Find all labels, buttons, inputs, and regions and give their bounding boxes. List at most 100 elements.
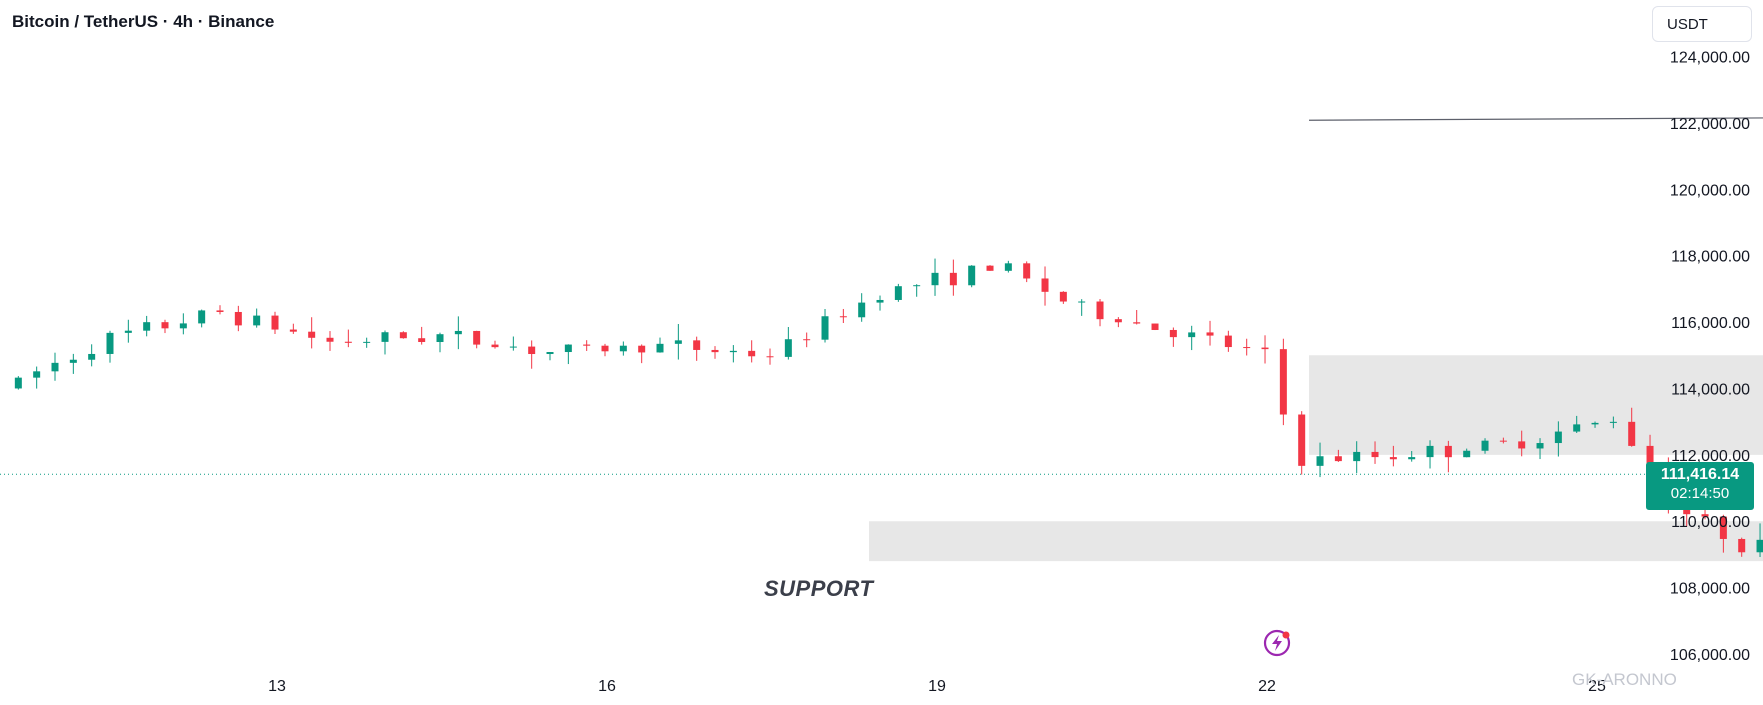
symbol-title[interactable]: Bitcoin / TetherUS · 4h · Binance: [12, 12, 275, 31]
watermark-text: GK-ARONNO: [1572, 670, 1677, 689]
candle-body-17: [326, 337, 334, 342]
y-tick-label-5: 116,000.00: [1671, 315, 1750, 332]
candle-body-6: [124, 330, 132, 333]
candle-body-15: [289, 329, 297, 332]
candle-body-82: [1518, 441, 1526, 449]
candle-body-5: [106, 332, 114, 354]
candle-body-14: [271, 315, 279, 330]
candle-body-11: [216, 310, 224, 312]
x-tick-label-2: 19: [928, 678, 946, 695]
candle-body-31: [583, 344, 591, 346]
candle-body-68: [1261, 347, 1269, 350]
candle-body-76: [1408, 457, 1416, 460]
candle-body-27: [509, 346, 517, 348]
candle-body-87: [1609, 421, 1617, 423]
candle-body-51: [949, 272, 957, 286]
candle-body-22: [418, 338, 426, 343]
candle-body-84: [1554, 431, 1562, 444]
y-tick-label-4: 114,000.00: [1671, 381, 1750, 398]
candle-body-86: [1591, 422, 1599, 425]
candle-body-26: [491, 344, 499, 348]
candle-body-10: [198, 310, 206, 324]
candle-body-47: [876, 299, 884, 303]
candle-body-43: [803, 339, 811, 341]
candle-body-46: [858, 302, 866, 318]
candle-body-95: [1756, 539, 1763, 553]
candle-body-81: [1499, 440, 1507, 442]
candle-body-75: [1389, 457, 1397, 460]
candle-body-2: [51, 362, 59, 372]
candle-body-56: [1041, 278, 1049, 292]
candle-body-79: [1463, 450, 1471, 458]
candle-body-55: [1023, 263, 1031, 279]
candle-body-7: [143, 322, 151, 331]
candle-body-19: [363, 341, 371, 343]
candle-body-32: [601, 345, 609, 352]
candle-body-12: [234, 311, 242, 326]
candle-body-37: [693, 340, 701, 350]
candle-body-45: [839, 316, 847, 318]
y-tick-label-6: 118,000.00: [1671, 249, 1750, 266]
candle-body-4: [88, 353, 96, 360]
candle-body-69: [1279, 349, 1287, 415]
candle-body-40: [748, 350, 756, 357]
candle-body-52: [968, 265, 976, 286]
candle-body-78: [1444, 445, 1452, 458]
y-tick-label-8: 122,000.00: [1670, 116, 1750, 133]
candle-body-33: [619, 345, 627, 352]
candle-body-18: [344, 341, 352, 343]
candle-body-28: [528, 346, 536, 355]
candle-body-64: [1188, 332, 1196, 338]
candle-body-49: [913, 285, 921, 287]
candle-body-1: [33, 371, 41, 378]
candle-body-62: [1151, 323, 1159, 330]
bar-countdown: 02:14:50: [1670, 485, 1730, 502]
candle-body-44: [821, 316, 829, 340]
candle-body-42: [784, 339, 792, 357]
x-tick-label-4: 25: [1588, 678, 1606, 695]
y-tick-label-9: 124,000.00: [1670, 49, 1750, 66]
candle-body-83: [1536, 443, 1544, 449]
last-price-value: 111,416.14: [1660, 466, 1740, 483]
drawings-layer: [0, 117, 1763, 475]
candle-body-74: [1371, 451, 1379, 458]
y-tick-label-1: 108,000.00: [1670, 581, 1750, 598]
candle-body-63: [1169, 329, 1177, 338]
y-tick-label-2: 110,000.00: [1671, 514, 1750, 531]
lightning-icon[interactable]: [1262, 628, 1292, 658]
candle-body-85: [1573, 424, 1581, 432]
candle-body-53: [986, 265, 994, 271]
last-price-badge: 111,416.14 02:14:50: [1646, 462, 1754, 510]
y-tick-label-7: 120,000.00: [1670, 182, 1750, 199]
axis-layer: 106,000.00 108,000.00 110,000.00 112,000.00…: [268, 49, 1750, 695]
candle-body-58: [1078, 301, 1086, 303]
x-tick-label-1: 16: [598, 678, 616, 695]
currency-button[interactable]: USDT: [1652, 6, 1752, 42]
candle-body-50: [931, 272, 939, 286]
candle-body-29: [546, 352, 554, 355]
candles-layer: [14, 258, 1763, 558]
candle-body-13: [253, 315, 261, 326]
x-tick-label-0: 13: [268, 678, 286, 695]
candle-body-23: [436, 334, 444, 343]
y-tick-label-0: 106,000.00: [1670, 647, 1750, 664]
candle-body-59: [1096, 301, 1104, 320]
candle-body-48: [894, 286, 902, 300]
zones-layer: [869, 355, 1763, 562]
zone-rect-1: [869, 521, 1763, 562]
candle-body-38: [711, 349, 719, 353]
candle-body-93: [1719, 516, 1727, 539]
candle-body-65: [1206, 332, 1214, 336]
candle-body-88: [1628, 421, 1636, 446]
candle-body-61: [1133, 322, 1141, 324]
candle-body-35: [656, 343, 664, 353]
candle-body-16: [308, 331, 316, 338]
candle-body-9: [179, 323, 187, 329]
candle-body-20: [381, 332, 389, 342]
candle-body-39: [729, 350, 737, 353]
candle-body-24: [454, 330, 462, 335]
x-tick-label-3: 22: [1258, 678, 1276, 695]
support-label: SUPPORT: [764, 576, 874, 601]
zone-rect-0: [1309, 355, 1763, 455]
